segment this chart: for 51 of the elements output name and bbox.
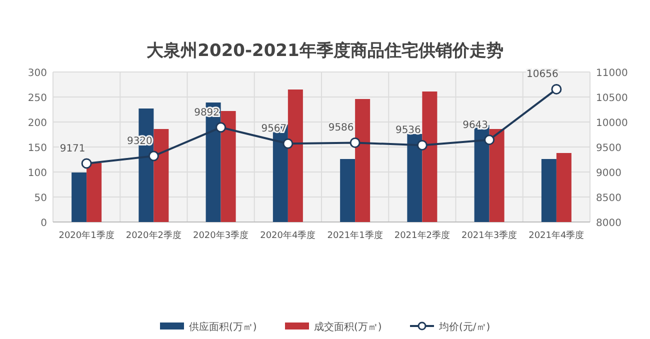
- point: [350, 137, 360, 148]
- y-tick-label: 250: [28, 93, 47, 104]
- x-tick-label: 2020年4季度: [260, 230, 316, 241]
- y-tick-label: 50: [34, 193, 47, 204]
- y2-tick-label: 11000: [596, 68, 628, 79]
- data-label: 9171: [60, 143, 86, 154]
- legend-label: 成交面积(万㎡): [314, 321, 382, 333]
- y2-tick-label: 10500: [596, 93, 628, 104]
- data-label: 9586: [328, 122, 354, 134]
- y2-tick-label: 8000: [596, 218, 622, 229]
- point: [148, 150, 159, 162]
- bar: [355, 99, 370, 222]
- y-tick-label: 150: [28, 143, 47, 154]
- bar: [489, 129, 504, 222]
- x-tick-label: 2020年2季度: [126, 230, 182, 241]
- y-tick-label: 0: [40, 218, 47, 229]
- x-tick-label: 2021年3季度: [461, 230, 518, 241]
- point: [416, 140, 428, 150]
- bar: [407, 134, 422, 222]
- y2-tick-label: 10000: [596, 118, 628, 129]
- x-tick-label: 2020年1季度: [58, 230, 114, 241]
- chart-title: 大泉州2020-2021年季度商品住宅供销价走势: [146, 41, 504, 61]
- y-tick-label: 100: [28, 168, 47, 179]
- data-label: 10656: [526, 69, 558, 80]
- x-tick-label: 2020年3季度: [192, 230, 249, 241]
- legend-label: 均价(元/㎡): [438, 321, 490, 333]
- y2-tick-label: 9500: [596, 143, 622, 154]
- x-tick-label: 2021年4季度: [528, 230, 584, 241]
- y-tick-label: 300: [28, 68, 47, 79]
- y2-tick-label: 8500: [596, 193, 622, 204]
- bar: [154, 129, 169, 222]
- x-tick-label: 2021年2季度: [394, 230, 450, 241]
- y-tick-label: 200: [28, 118, 47, 129]
- bar: [556, 153, 572, 222]
- bar: [220, 111, 236, 222]
- point: [484, 134, 495, 146]
- point: [551, 84, 562, 94]
- data-label: 9536: [395, 125, 421, 136]
- data-label: 9643: [462, 120, 488, 131]
- bar: [86, 163, 102, 222]
- bar: [541, 159, 556, 222]
- bar: [340, 159, 356, 222]
- legend-label: 供应面积(万㎡): [189, 321, 257, 333]
- point: [282, 138, 294, 149]
- bar: [288, 90, 303, 222]
- point: [81, 158, 92, 169]
- bar: [72, 172, 87, 222]
- bar: [422, 92, 438, 222]
- x-tick-label: 2021年1季度: [327, 230, 383, 241]
- point: [216, 122, 226, 133]
- y2-tick-label: 9000: [596, 168, 622, 179]
